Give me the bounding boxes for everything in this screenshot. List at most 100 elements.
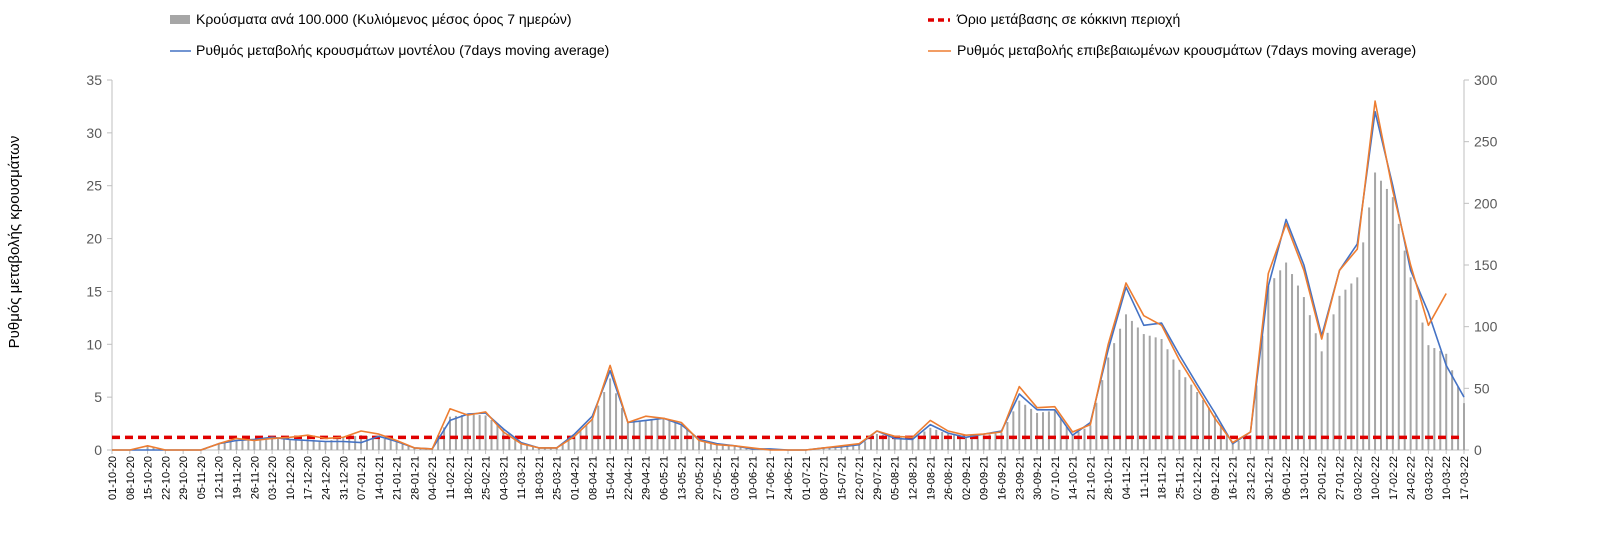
bar (947, 433, 950, 450)
x-tick-label: 05-08-21 (890, 456, 902, 500)
bar (1119, 328, 1122, 450)
bar (1225, 434, 1228, 450)
bar (715, 443, 718, 450)
bar (371, 436, 374, 450)
y-tick-label: 15 (86, 283, 102, 299)
bar (1053, 410, 1056, 450)
bar (834, 446, 837, 450)
bar (1196, 392, 1199, 450)
x-tick-label: 10-12-20 (285, 456, 297, 500)
x-tick-label: 21-01-21 (392, 456, 404, 500)
bar (1403, 250, 1406, 450)
bar (887, 435, 890, 450)
x-tick-label: 22-10-20 (160, 456, 172, 500)
bar (1302, 297, 1305, 450)
bar (1261, 335, 1264, 450)
x-tick-label: 13-01-22 (1299, 456, 1311, 500)
x-tick-label: 16-12-21 (1228, 456, 1240, 500)
bar (1125, 314, 1127, 450)
bar (247, 439, 250, 450)
x-tick-label: 08-10-20 (125, 456, 137, 500)
bar (478, 415, 481, 450)
bar (496, 424, 499, 450)
bar (282, 439, 285, 450)
bar (970, 436, 973, 450)
x-tick-label: 08-07-21 (819, 456, 831, 500)
bar (1202, 399, 1205, 450)
bar (692, 434, 695, 450)
bar (472, 414, 475, 450)
y-tick-label: 10 (86, 336, 102, 352)
bar (413, 447, 416, 450)
bar (466, 414, 469, 450)
bar (668, 420, 671, 450)
y-tick-label: 5 (94, 389, 102, 405)
model-line (112, 110, 1465, 451)
bar (609, 378, 612, 450)
bar (1237, 440, 1240, 450)
bar (976, 436, 979, 450)
x-tick-label: 15-10-20 (143, 456, 155, 500)
bar (265, 438, 268, 450)
bar (1047, 411, 1050, 450)
bar (899, 437, 902, 450)
x-tick-label: 14-10-21 (1068, 456, 1080, 500)
bar (828, 447, 831, 450)
x-tick-label: 12-08-21 (908, 456, 920, 500)
bar (1285, 262, 1288, 450)
bar (1427, 345, 1430, 450)
bar (437, 438, 440, 450)
bar (840, 446, 843, 450)
bar (864, 441, 867, 450)
bar (1463, 403, 1465, 450)
bar (893, 436, 896, 450)
bar (1154, 337, 1157, 450)
bar (549, 447, 552, 450)
bar (1166, 349, 1169, 450)
x-tick-label: 02-09-21 (961, 456, 973, 500)
x-tick-label: 07-01-21 (356, 456, 368, 500)
bar (615, 393, 618, 450)
bar (532, 445, 535, 450)
bar (526, 444, 529, 450)
y-tick-label: 0 (94, 442, 102, 458)
bar (953, 435, 956, 450)
bar (1243, 438, 1246, 450)
x-tick-label: 25-11-21 (1174, 456, 1186, 499)
bar (870, 437, 873, 450)
bar (1433, 348, 1436, 450)
bar (1136, 327, 1139, 450)
x-tick-label: 27-05-21 (712, 456, 724, 500)
bar (1018, 400, 1021, 450)
bar (1148, 335, 1151, 450)
x-tick-label: 26-11-20 (249, 456, 261, 499)
x-tick-label: 03-02-22 (1352, 456, 1364, 500)
y-tick-label: 20 (86, 231, 102, 247)
y2-tick-label: 50 (1474, 380, 1490, 396)
y2-tick-label: 0 (1474, 442, 1482, 458)
bar (733, 446, 736, 450)
x-tick-label: 09-09-21 (979, 456, 991, 500)
bar (1249, 435, 1252, 450)
bar (1255, 385, 1258, 450)
x-tick-label: 30-12-21 (1263, 456, 1275, 500)
x-tick-label: 08-04-21 (587, 456, 599, 500)
bar (395, 441, 398, 450)
bar (223, 442, 226, 450)
y-tick-label: 30 (86, 125, 102, 141)
x-tick-label: 10-02-22 (1370, 456, 1382, 500)
bar (935, 429, 938, 450)
x-tick-label: 20-01-22 (1317, 456, 1329, 500)
bar (490, 419, 493, 450)
legend-label-threshold: Όριο μετάβασης σε κόκκινη περιοχή (956, 11, 1180, 27)
bar (1326, 332, 1329, 450)
bar (1077, 431, 1080, 450)
legend-item-threshold: Όριο μετάβασης σε κόκκινη περιοχή (928, 11, 1180, 27)
bar (1415, 299, 1418, 450)
x-tick-label: 29-07-21 (872, 456, 884, 500)
bar (537, 447, 540, 450)
bar (567, 440, 570, 450)
x-tick-label: 19-11-20 (232, 456, 244, 499)
